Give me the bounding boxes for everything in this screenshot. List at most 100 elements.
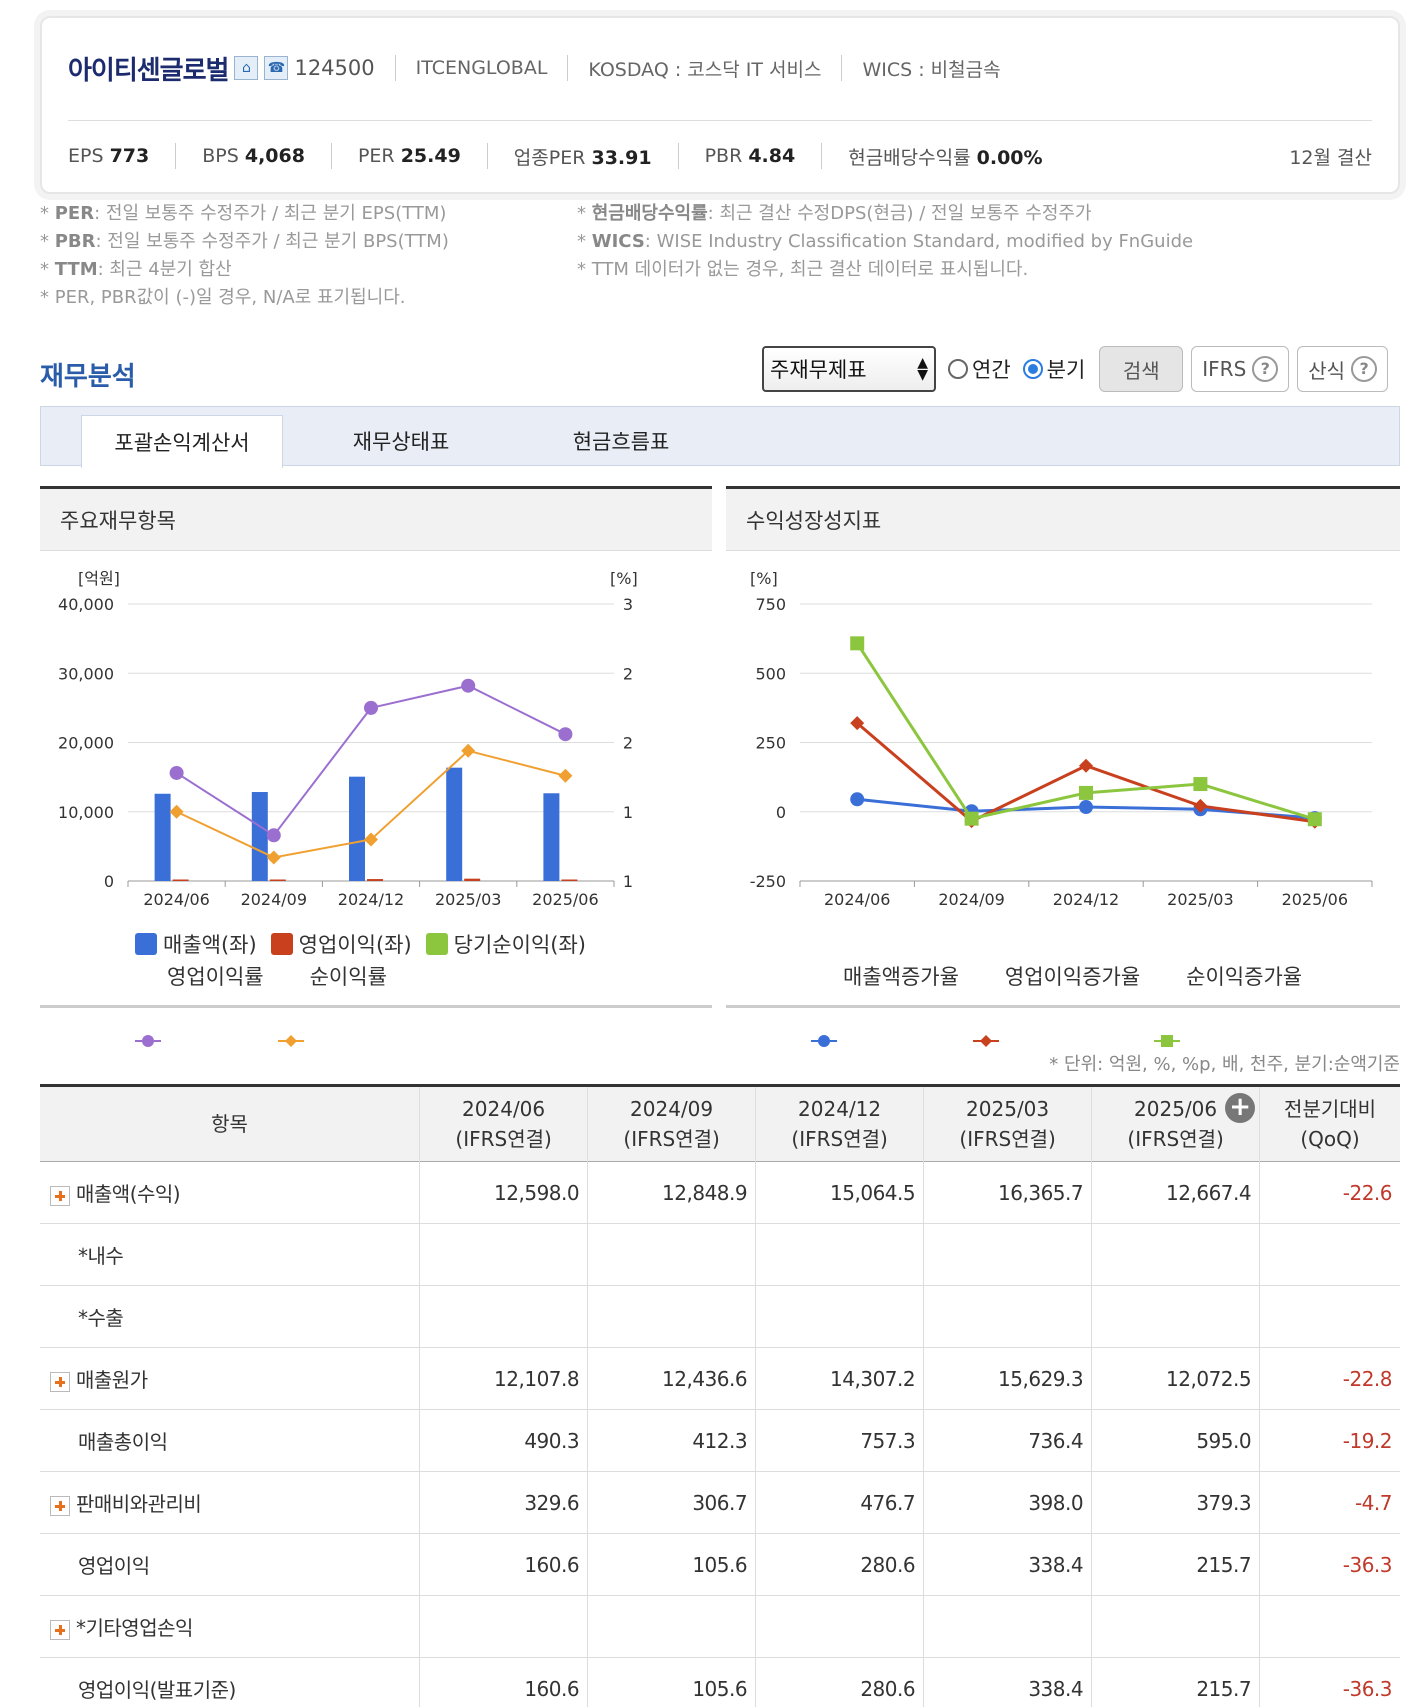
row-label-cell[interactable]: 매출원가 bbox=[40, 1347, 420, 1410]
tab-income-statement[interactable]: 포괄손익계산서 bbox=[81, 415, 283, 468]
expand-row-icon[interactable] bbox=[50, 1495, 70, 1516]
company-name[interactable]: 아이티센글로벌 bbox=[68, 55, 229, 86]
x-tick-label: 2024/09 bbox=[938, 890, 1004, 909]
growth-indicators-panel: 수익성장성지표 750 500 250 0 -250 [%] 2024/06 2024/09 2… bbox=[726, 486, 1400, 1047]
metric-item: EPS 773 bbox=[68, 145, 149, 167]
legend-swatch bbox=[270, 933, 293, 955]
legend-item[interactable]: 순이익률 bbox=[277, 961, 387, 1047]
expand-row-icon[interactable] bbox=[50, 1619, 70, 1640]
table-cell bbox=[1259, 1285, 1400, 1348]
english-name: ITCENGLOBAL bbox=[415, 57, 548, 79]
phone-icon[interactable]: ☎ bbox=[264, 56, 289, 80]
legend-item[interactable]: 영업이익(좌) bbox=[270, 929, 412, 959]
y-right-tick: 1 bbox=[623, 803, 633, 822]
table-cell bbox=[1091, 1223, 1260, 1286]
ifrs-label: IFRS bbox=[1202, 357, 1247, 381]
key-financials-chart: 40,000 3 30,000 2 20,000 2 10,000 1 0 1 [억원] [%] 202… bbox=[58, 569, 638, 909]
tab-cash-flow[interactable]: 현금흐름표 bbox=[572, 430, 670, 454]
note-key: TTM bbox=[54, 259, 98, 280]
row-label-cell: *내수 bbox=[40, 1223, 420, 1286]
help-icon: ? bbox=[1351, 356, 1378, 382]
expand-columns-icon[interactable]: + bbox=[1225, 1093, 1256, 1123]
table-cell: 329.6 bbox=[419, 1471, 588, 1534]
legend-item[interactable]: 순이익증가율 bbox=[1154, 961, 1302, 1047]
metric-label: PBR bbox=[704, 145, 743, 167]
legend-item[interactable]: 당기순이익(좌) bbox=[425, 929, 586, 959]
column-header: 2025/06 (IFRS연결) + bbox=[1091, 1085, 1260, 1162]
formula-label: 산식 bbox=[1308, 358, 1346, 383]
bar-매출액(좌) bbox=[349, 776, 365, 881]
legend-item[interactable]: 매출액증가율 bbox=[811, 961, 959, 1047]
home-icon[interactable]: ⌂ bbox=[234, 56, 259, 80]
y-left-unit: [억원] bbox=[78, 569, 120, 588]
bar-영업이익(좌) bbox=[561, 879, 578, 881]
y-tick: 0 bbox=[776, 803, 786, 822]
formula-button[interactable]: 산식? bbox=[1297, 346, 1389, 392]
row-label-cell[interactable]: 판매비와관리비 bbox=[40, 1471, 420, 1534]
note-text: TTM 데이터가 없는 경우, 최근 결산 데이터로 표시됩니다. bbox=[591, 259, 1029, 280]
table-cell: 595.0 bbox=[1091, 1409, 1260, 1472]
row-label: 영업이익(발표기준) bbox=[78, 1678, 236, 1702]
table-cell bbox=[587, 1223, 756, 1286]
metrics-row: EPS 773 BPS 4,068 PER 25.49 업종PER 33.91 PBR … bbox=[68, 138, 1372, 174]
header-line1: 2024/12 bbox=[798, 1097, 882, 1121]
table-cell: -22.8 bbox=[1259, 1347, 1400, 1410]
divider bbox=[567, 55, 569, 81]
table-cell bbox=[419, 1285, 588, 1348]
y-tick: 500 bbox=[755, 664, 786, 683]
metric-value: 4,068 bbox=[244, 145, 305, 167]
table-cell: 160.6 bbox=[419, 1657, 588, 1707]
table-cell bbox=[1259, 1595, 1400, 1658]
divider bbox=[394, 55, 396, 81]
divider bbox=[821, 143, 823, 169]
radio-quarter-label: 분기 bbox=[1046, 358, 1086, 382]
metric-item: 현금배당수익률 0.00% bbox=[848, 143, 1042, 170]
table-row: 영업이익 160.6 105.6 280.6 338.4 215.7 -36.3 bbox=[40, 1533, 1400, 1596]
note-line: * TTM 데이터가 없는 경우, 최근 결산 데이터로 표시됩니다. bbox=[577, 259, 1029, 280]
radio-annual[interactable]: 연간 bbox=[948, 354, 1011, 384]
header-line2: (IFRS연결) bbox=[791, 1127, 888, 1151]
column-header: 2024/12 (IFRS연결) bbox=[755, 1085, 924, 1162]
row-label-cell[interactable]: *기타영업손익 bbox=[40, 1595, 420, 1658]
legend-item[interactable]: 영업이익률 bbox=[135, 961, 264, 1047]
table-cell bbox=[587, 1285, 756, 1348]
table-cell: -36.3 bbox=[1259, 1657, 1400, 1707]
table-cell: 280.6 bbox=[755, 1533, 924, 1596]
point-순이익률 bbox=[461, 743, 476, 758]
row-label: 매출액(수익) bbox=[76, 1182, 181, 1206]
divider bbox=[175, 143, 177, 169]
legend-label: 당기순이익(좌) bbox=[453, 933, 586, 957]
help-icon: ? bbox=[1252, 356, 1279, 382]
statement-select[interactable]: 주재무제표 ▲ ▼ bbox=[762, 346, 936, 392]
legend-item[interactable]: 영업이익증가율 bbox=[972, 961, 1140, 1047]
row-label-cell[interactable]: 매출액(수익) bbox=[40, 1161, 420, 1224]
expand-row-icon[interactable] bbox=[50, 1371, 70, 1392]
ifrs-button[interactable]: IFRS? bbox=[1191, 346, 1290, 392]
metric-value: 773 bbox=[109, 145, 150, 167]
point-순이익률 bbox=[558, 768, 573, 783]
bar-매출액(좌) bbox=[154, 793, 171, 881]
note-text: : 최근 결산 수정DPS(현금) / 전일 보통주 수정주가 bbox=[707, 203, 1092, 224]
point-순이익증가율 bbox=[1079, 785, 1093, 800]
table-cell: 160.6 bbox=[419, 1533, 588, 1596]
header-line1: 2025/06 bbox=[1134, 1097, 1218, 1121]
point-영업이익률 bbox=[364, 700, 378, 715]
bar-매출액(좌) bbox=[446, 767, 463, 881]
x-tick-label: 2024/06 bbox=[824, 890, 890, 909]
radio-dot-selected bbox=[1022, 359, 1043, 379]
note-text: : 전일 보통주 수정주가 / 최근 분기 EPS(TTM) bbox=[94, 203, 447, 224]
tab-balance-sheet[interactable]: 재무상태표 bbox=[352, 430, 450, 454]
metric-label: 현금배당수익률 bbox=[848, 146, 971, 169]
statement-tabs: 포괄손익계산서 재무상태표 현금흐름표 bbox=[40, 406, 1400, 468]
legend-item[interactable]: 매출액(좌) bbox=[135, 929, 257, 959]
search-button[interactable]: 검색 bbox=[1099, 346, 1184, 392]
table-cell: 412.3 bbox=[587, 1409, 756, 1472]
radio-quarter[interactable]: 분기 bbox=[1022, 354, 1086, 384]
point-순이익증가율 bbox=[1193, 777, 1208, 792]
table-cell bbox=[1091, 1595, 1260, 1658]
row-label: 매출원가 bbox=[76, 1368, 148, 1392]
legend-marker bbox=[811, 968, 837, 1047]
table-cell: 15,629.3 bbox=[923, 1347, 1092, 1410]
table-cell: 379.3 bbox=[1091, 1471, 1260, 1534]
expand-row-icon[interactable] bbox=[50, 1185, 70, 1206]
